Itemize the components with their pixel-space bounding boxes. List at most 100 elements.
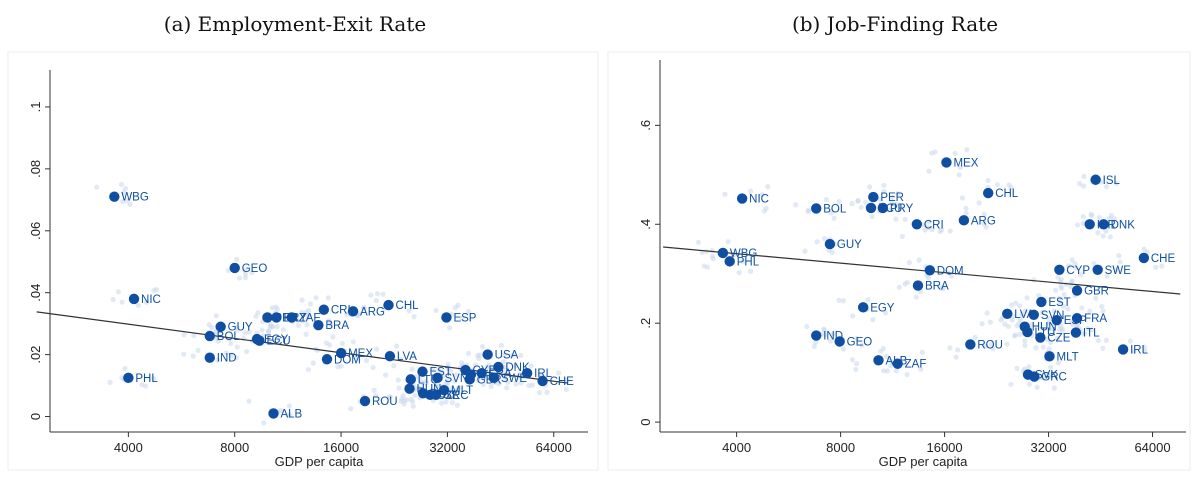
- background-point: [1009, 317, 1015, 323]
- background-point: [869, 213, 875, 220]
- data-point-zaf: [286, 312, 297, 323]
- background-point: [858, 204, 864, 210]
- background-point: [1065, 263, 1072, 269]
- background-point: [143, 299, 150, 305]
- data-point-geo: [834, 336, 845, 347]
- background-point: [948, 273, 955, 279]
- background-point: [849, 357, 856, 363]
- background-point: [1046, 320, 1052, 327]
- background-point: [509, 352, 516, 358]
- background-point: [883, 353, 889, 359]
- background-point: [406, 308, 412, 314]
- data-label-grc: GRC: [1041, 372, 1067, 384]
- background-point: [394, 343, 400, 349]
- data-point-bra: [313, 320, 324, 331]
- data-label-gbr: GBR: [1084, 286, 1109, 298]
- x-tick-label: 4000: [114, 440, 143, 455]
- background-point: [118, 181, 125, 187]
- background-point: [1022, 338, 1028, 344]
- data-point-cri: [911, 219, 923, 230]
- background-point: [926, 168, 932, 174]
- background-point: [1013, 300, 1019, 306]
- background-point: [476, 355, 482, 362]
- background-point: [304, 321, 310, 328]
- y-tick-label: .6: [638, 120, 653, 131]
- y-tick-label: .2: [638, 318, 653, 329]
- background-point: [821, 236, 828, 242]
- background-point: [747, 188, 754, 194]
- background-point: [1033, 345, 1039, 351]
- background-point: [259, 327, 265, 333]
- background-point: [836, 297, 842, 303]
- background-point: [445, 381, 451, 387]
- background-point: [1081, 183, 1087, 189]
- background-point: [1095, 230, 1101, 236]
- background-point: [228, 340, 234, 347]
- background-point: [823, 196, 829, 203]
- background-point: [1055, 360, 1061, 366]
- background-point: [396, 385, 402, 391]
- background-point: [889, 199, 895, 205]
- background-point: [354, 356, 360, 362]
- background-point: [564, 378, 570, 384]
- data-label-bra: BRA: [325, 320, 349, 332]
- background-point: [813, 339, 819, 345]
- data-point-swe: [488, 372, 500, 384]
- background-point: [850, 313, 856, 319]
- background-point: [865, 296, 871, 303]
- background-point: [299, 297, 305, 303]
- y-tick-label: .02: [28, 346, 43, 364]
- background-point: [1014, 365, 1020, 371]
- data-label-dnk: DNK: [1111, 219, 1136, 231]
- background-point: [383, 372, 389, 378]
- data-label-isl: ISL: [1103, 175, 1121, 187]
- panel-frame: [607, 51, 1191, 471]
- background-point: [1142, 348, 1148, 354]
- background-point: [972, 334, 978, 340]
- background-point: [947, 345, 953, 351]
- background-point: [234, 327, 240, 333]
- background-point: [1127, 338, 1133, 344]
- data-point-mex: [335, 347, 347, 359]
- background-point: [286, 403, 292, 409]
- background-point: [326, 318, 332, 324]
- background-point: [455, 387, 461, 393]
- background-point: [881, 188, 887, 194]
- background-point: [893, 216, 899, 222]
- data-label-rou: ROU: [372, 396, 398, 408]
- background-point: [840, 298, 847, 304]
- background-point: [1051, 308, 1058, 314]
- background-point: [373, 297, 379, 304]
- background-point: [1072, 261, 1078, 267]
- background-point: [1074, 222, 1081, 228]
- background-point: [395, 377, 401, 383]
- background-point: [234, 344, 240, 350]
- x-tick-label: 16000: [323, 440, 359, 455]
- data-point-egy: [857, 302, 869, 313]
- background-point: [899, 233, 905, 240]
- background-point: [280, 327, 286, 333]
- data-point-pry: [877, 202, 889, 214]
- background-point: [122, 185, 129, 192]
- background-point: [870, 317, 876, 323]
- background-point: [913, 294, 919, 300]
- background-point: [1055, 274, 1061, 280]
- background-point: [361, 304, 367, 311]
- background-point: [747, 268, 754, 274]
- data-label-geo: GEO: [847, 336, 873, 348]
- x-tick-label: 32000: [1030, 440, 1066, 455]
- background-point: [412, 392, 418, 398]
- background-point: [528, 363, 534, 369]
- panel-a-title: (a) Employment-Exit Rate: [163, 12, 427, 36]
- data-point-alb: [268, 408, 279, 419]
- background-point: [947, 228, 953, 234]
- y-tick-label: .1: [28, 102, 43, 113]
- data-point-usa: [482, 349, 493, 360]
- background-point: [722, 191, 728, 197]
- background-point: [215, 338, 222, 344]
- background-point: [1087, 308, 1093, 314]
- data-point-bra: [912, 280, 924, 291]
- background-point: [763, 205, 769, 211]
- background-point: [888, 363, 894, 369]
- background-point: [498, 342, 505, 348]
